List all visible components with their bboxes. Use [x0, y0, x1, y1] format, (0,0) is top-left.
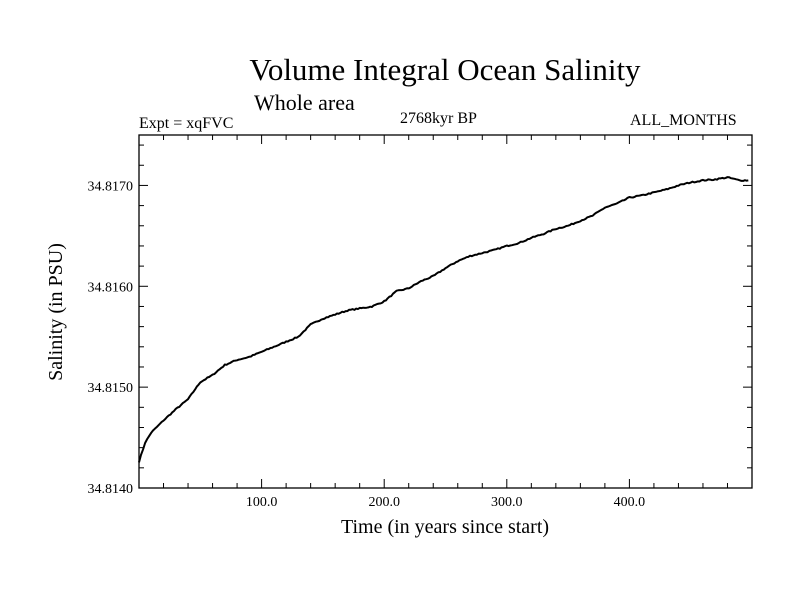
plot-frame: [138, 134, 753, 489]
period-label: 2768kyr BP: [400, 110, 477, 127]
x-tick-label: 400.0: [614, 495, 646, 510]
experiment-label: Expt = xqFVC: [139, 115, 234, 132]
y-axis-label: Salinity (in PSU): [45, 243, 67, 381]
y-tick-label: 34.8140: [88, 482, 134, 497]
chart-subtitle: Whole area: [254, 90, 355, 115]
y-tick-label: 34.8160: [88, 280, 134, 295]
x-tick-label: 100.0: [246, 495, 278, 510]
salinity-series-line: [138, 176, 749, 463]
x-axis-label: Time (in years since start): [341, 516, 549, 538]
chart-title: Volume Integral Ocean Salinity: [249, 52, 641, 87]
months-label: ALL_MONTHS: [630, 112, 737, 129]
x-tick-label: 200.0: [368, 495, 400, 510]
y-tick-label: 34.8150: [88, 381, 134, 396]
y-tick-label: 34.8170: [88, 179, 134, 194]
x-tick-label: 300.0: [491, 495, 523, 510]
axis-tick-labels: 100.0 200.0 300.0 400.0 34.8140 34.8150 34.816…: [88, 179, 646, 510]
axis-ticks: [139, 135, 752, 488]
